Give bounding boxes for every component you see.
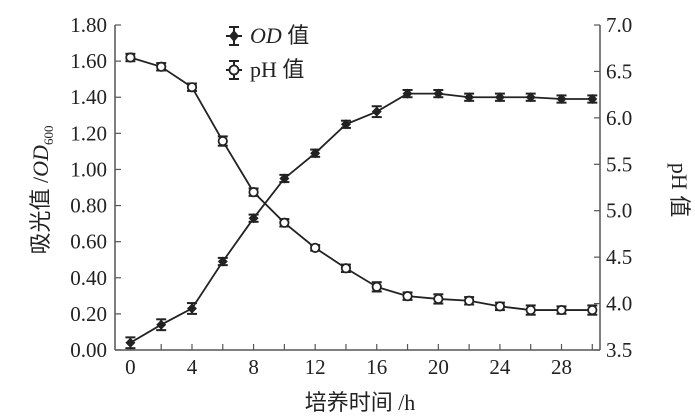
data-point (433, 88, 444, 99)
series-od (125, 88, 598, 350)
data-point (371, 106, 382, 117)
y-right-axis-label: pH 值 (667, 163, 692, 217)
data-point (248, 187, 259, 198)
legend-item-ph: pH 值 (226, 57, 304, 82)
filled-diamond-icon (229, 30, 239, 42)
y-left-tick-label: 0.20 (70, 302, 107, 326)
data-point (371, 281, 382, 292)
y-right-tick-label: 3.5 (606, 338, 632, 362)
y-left-tick-label: 0.40 (70, 266, 107, 290)
x-tick-label: 24 (489, 355, 511, 379)
legend: OD 值 pH 值 (226, 23, 309, 82)
data-point (156, 319, 167, 330)
data-point (402, 291, 413, 302)
y-right-tick-label: 4.5 (606, 245, 632, 269)
svg-text:pH 值: pH 值 (250, 57, 304, 82)
y-left-tick-label: 1.00 (70, 157, 107, 181)
data-point (556, 94, 567, 105)
axes: 0 4 8 12 16 20 24 28 0.00 0.20 0.40 0.60 0.80 1.00 1.2… (70, 13, 632, 379)
data-point (310, 242, 321, 253)
data-point (156, 61, 167, 72)
marks (125, 52, 598, 350)
x-tick-label: 8 (248, 355, 259, 379)
data-point (279, 217, 290, 228)
data-point (556, 304, 567, 316)
y-right-tick-label: 7.0 (606, 13, 632, 37)
data-point (340, 263, 352, 274)
data-point (433, 293, 444, 305)
series-ph (125, 52, 598, 316)
data-point (217, 256, 228, 267)
y-left-tick-label: 1.40 (70, 85, 107, 109)
y-left-tick-label: 1.60 (70, 49, 107, 73)
data-point (186, 303, 197, 314)
x-tick-label: 12 (305, 355, 326, 379)
y-left-tick-label: 1.20 (70, 121, 107, 145)
x-axis-label: 培养时间 /h (305, 390, 416, 415)
y-left-tick-label: 0.60 (70, 230, 107, 254)
y-left-axis-label: 吸光值 /OD600 (28, 126, 56, 255)
y-left-tick-label: 1.80 (70, 13, 107, 37)
y-right-tick-label: 6.0 (606, 106, 632, 130)
data-point (494, 301, 506, 312)
data-point (525, 304, 536, 316)
y-right-tick-label: 6.5 (606, 59, 632, 83)
y-right-tick-label: 4.0 (606, 292, 632, 316)
legend-item-od: OD 值 (226, 23, 309, 48)
x-tick-label: 20 (428, 355, 449, 379)
data-point (125, 52, 136, 63)
y-right-tick-label: 5.0 (606, 199, 632, 223)
data-point (587, 304, 598, 316)
x-tick-label: 16 (366, 355, 387, 379)
data-point (186, 82, 198, 93)
data-point (217, 135, 228, 147)
data-point (464, 295, 475, 306)
data-point (587, 94, 598, 105)
data-point (525, 92, 536, 103)
y-left-tick-label: 0.80 (70, 194, 107, 218)
data-point (340, 119, 351, 130)
data-point (494, 92, 505, 103)
series-line (130, 56, 593, 311)
svg-text:OD 值: OD 值 (250, 23, 309, 48)
x-tick-label: 28 (551, 355, 572, 379)
x-tick-label: 4 (187, 355, 198, 379)
open-circle-icon (228, 64, 240, 76)
data-point (310, 148, 321, 159)
y-right-tick-label: 5.5 (606, 152, 632, 176)
data-point (248, 213, 259, 224)
y-left-tick-label: 0.00 (70, 338, 107, 362)
data-point (125, 337, 136, 348)
x-tick-label: 0 (125, 355, 136, 379)
data-point (279, 173, 290, 184)
series-line (129, 92, 593, 344)
data-point (464, 92, 475, 103)
data-point (402, 88, 413, 99)
